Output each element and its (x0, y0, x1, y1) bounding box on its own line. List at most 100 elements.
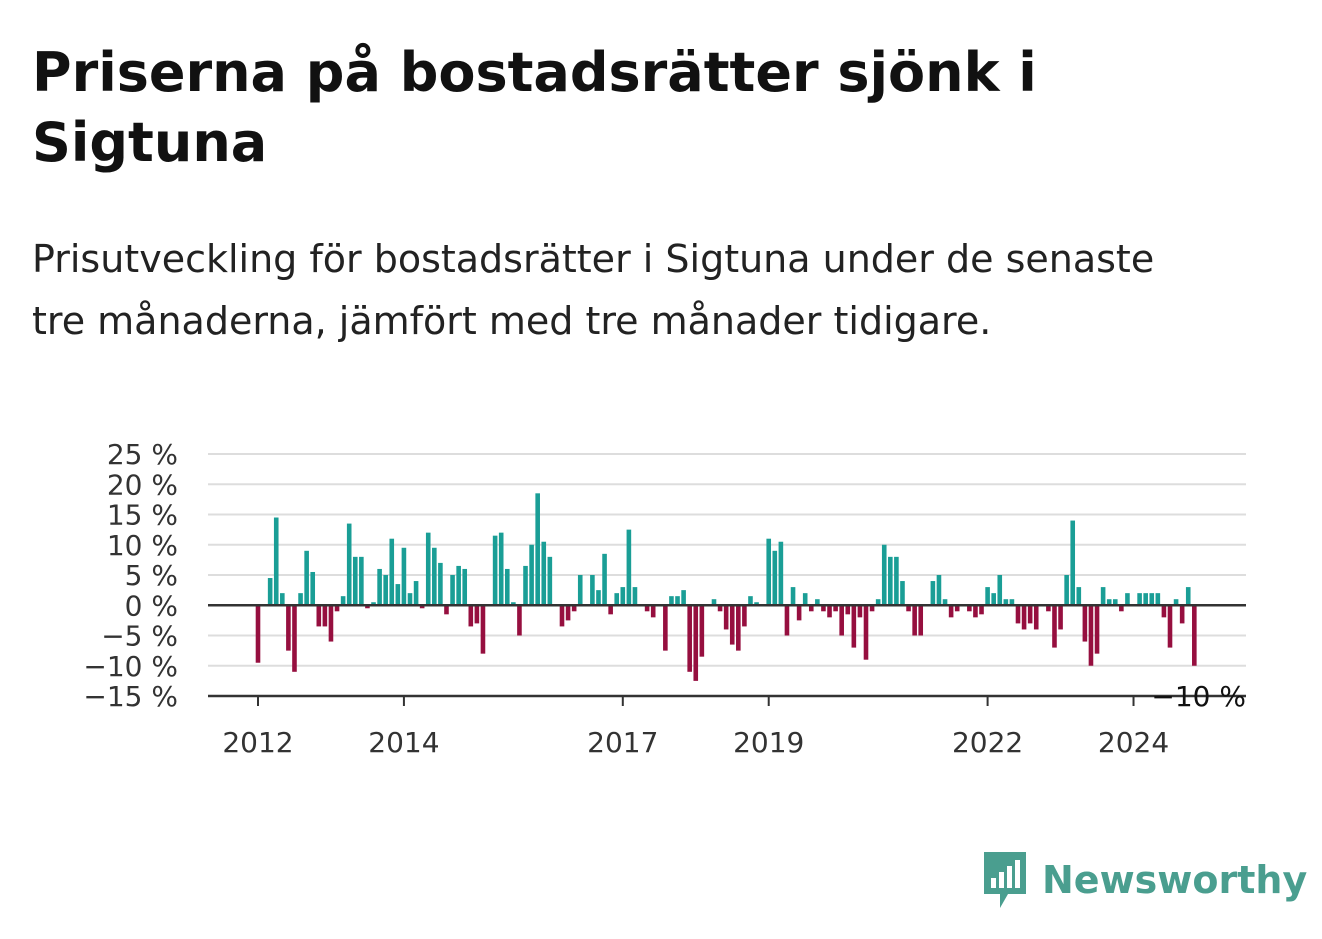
bar (432, 547, 437, 606)
bar (620, 587, 626, 606)
bar (954, 605, 960, 612)
bar (1167, 605, 1173, 648)
last-value-label: −10 % (1151, 680, 1246, 713)
bar (687, 605, 692, 672)
bar (577, 575, 583, 606)
bar (930, 581, 936, 606)
bar (286, 605, 291, 651)
y-tick-label: 25 % (107, 438, 178, 471)
gridlines (208, 453, 1246, 667)
bar (273, 517, 279, 606)
x-tick-label: 2012 (222, 726, 293, 759)
bar (1033, 605, 1039, 630)
bar (675, 596, 680, 606)
bar (389, 538, 395, 606)
bar (1137, 593, 1142, 606)
bar (407, 593, 413, 606)
bar (936, 575, 942, 606)
bar (1179, 605, 1185, 624)
bar (839, 605, 844, 636)
bar (413, 581, 419, 606)
axes (208, 604, 1246, 698)
bar (1106, 599, 1112, 606)
bar (316, 605, 322, 627)
bar (1064, 575, 1069, 606)
bar (808, 605, 814, 612)
bar (1119, 605, 1124, 612)
chart-subtitle: Prisutveckling för bostadsrätter i Sigtu… (32, 237, 1155, 343)
bar (529, 544, 534, 606)
bar (821, 605, 826, 612)
bar (492, 535, 498, 606)
bar (796, 605, 802, 621)
x-tick-label: 2019 (733, 726, 804, 759)
bar (851, 605, 857, 648)
bar (663, 605, 668, 651)
bar (1009, 599, 1015, 606)
bar (997, 575, 1003, 606)
bar (1052, 605, 1057, 648)
bar (590, 575, 595, 606)
bar (377, 568, 382, 606)
bar (918, 605, 924, 636)
bar (723, 605, 729, 630)
bar (845, 605, 851, 615)
bar (693, 605, 699, 681)
bar (419, 605, 425, 609)
chart-bars (255, 493, 1197, 681)
bar (395, 584, 401, 606)
newsworthy-logo-text: Newsworthy (1042, 858, 1308, 902)
bar (1094, 605, 1100, 654)
bar (985, 587, 990, 606)
y-axis-ticks: 25 %20 %15 %10 %5 %0 %−5 %−10 %−15 % (83, 438, 178, 713)
y-tick-label: 5 % (125, 559, 178, 592)
bar (346, 523, 352, 606)
bar (352, 556, 358, 606)
bar (991, 593, 996, 606)
bar (632, 587, 638, 606)
y-tick-label: −5 % (101, 620, 178, 653)
bar (444, 605, 449, 615)
bar (1161, 605, 1167, 618)
newsworthy-logo-icon (984, 852, 1026, 908)
x-tick-label: 2017 (587, 726, 658, 759)
bar (602, 553, 607, 606)
bar (1100, 587, 1106, 606)
bar (280, 593, 285, 606)
bar (255, 605, 261, 663)
bar (742, 605, 747, 627)
bar (565, 605, 571, 621)
bar (906, 605, 911, 612)
bar (1003, 599, 1009, 606)
bar (535, 493, 540, 606)
y-tick-label: 10 % (107, 529, 178, 562)
bar (699, 605, 705, 657)
bar (784, 605, 790, 636)
bar (669, 596, 674, 606)
bar (267, 578, 273, 606)
bar (748, 596, 753, 606)
bar (1021, 605, 1027, 630)
bar (736, 605, 741, 651)
bar (1076, 587, 1082, 606)
bar (596, 590, 601, 606)
bar (401, 547, 407, 606)
bar (511, 602, 516, 606)
bar (608, 605, 613, 615)
bar (802, 593, 808, 606)
bar (480, 605, 486, 654)
bar (881, 544, 887, 606)
bar (894, 556, 899, 606)
bar (681, 590, 686, 606)
bar (1155, 593, 1161, 606)
bar (790, 587, 796, 606)
bar (1125, 593, 1130, 606)
y-tick-label: −10 % (83, 650, 178, 683)
bar (310, 571, 316, 606)
bar (1046, 605, 1051, 612)
bar (1173, 599, 1179, 606)
bar (912, 605, 917, 636)
bar (1112, 599, 1118, 606)
bar (967, 605, 972, 612)
bar (425, 532, 431, 606)
